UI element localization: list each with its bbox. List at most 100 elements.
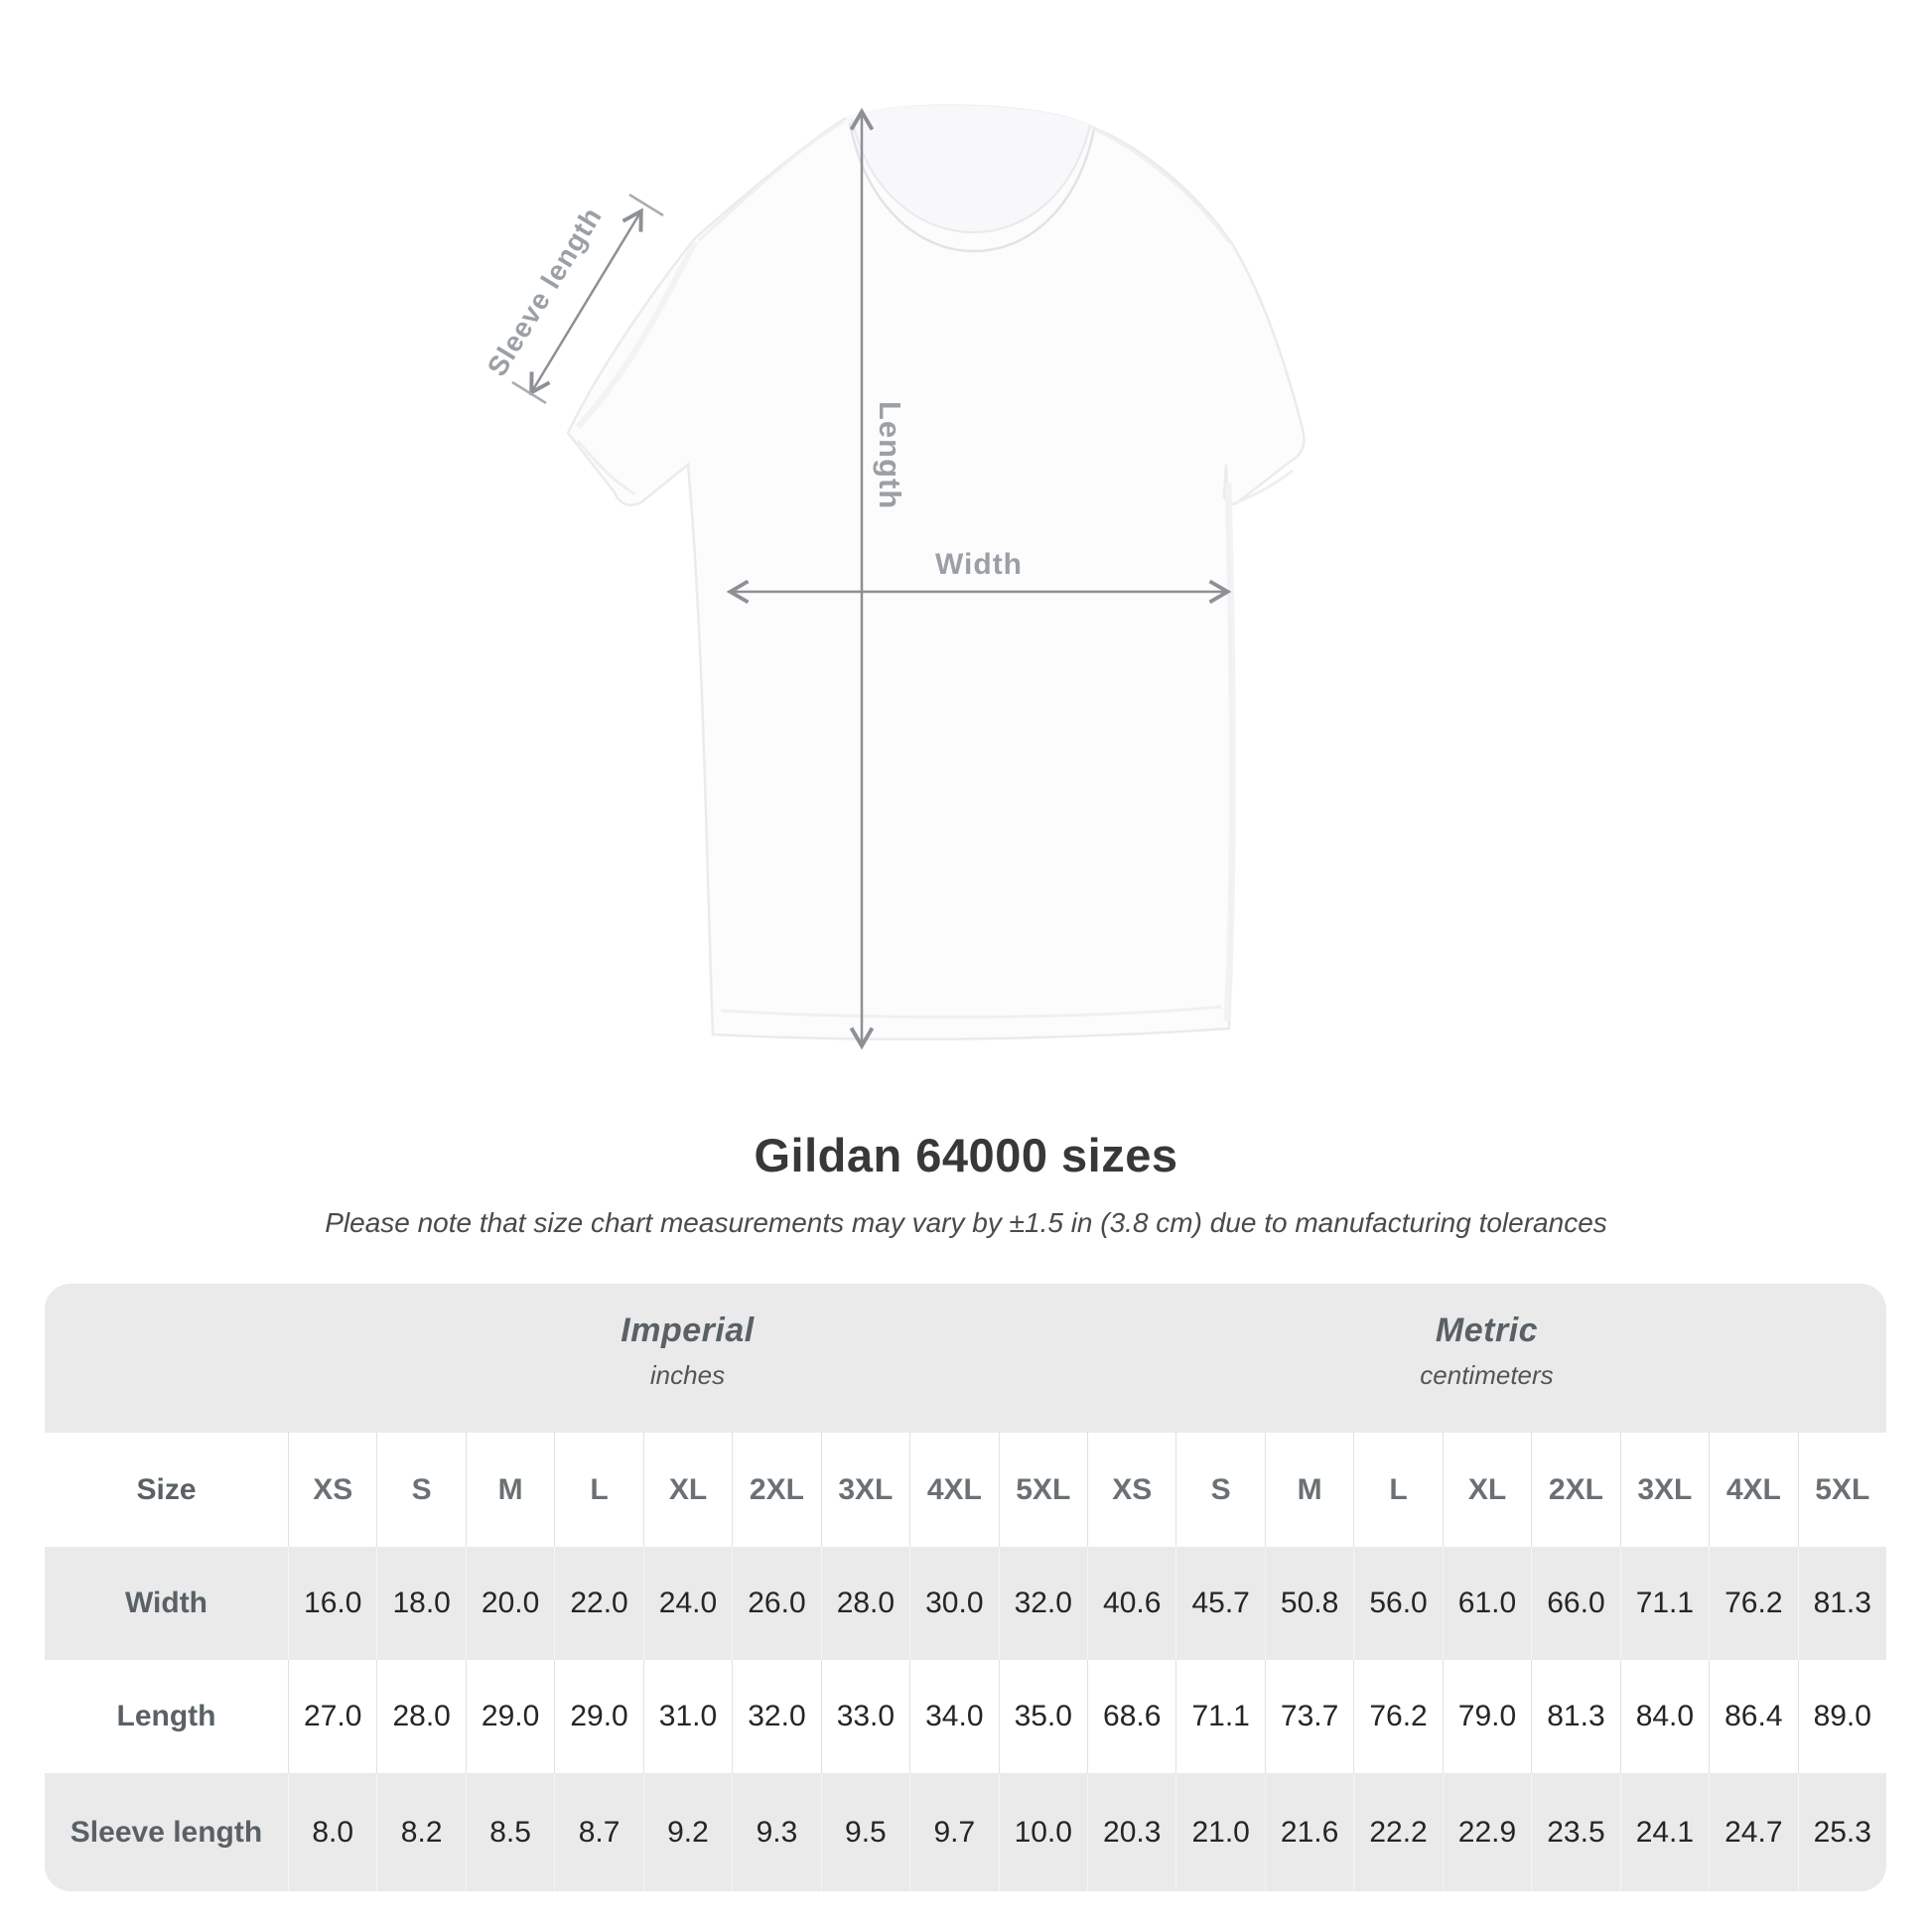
value-cell: 24.1 [1619, 1773, 1710, 1891]
value-cell: 21.0 [1175, 1773, 1265, 1891]
left-sleeve-stitch [576, 440, 636, 496]
size-header-cell: 5XL [998, 1433, 1087, 1547]
group-header-metric: Metric centimeters [1086, 1284, 1886, 1433]
sleeve-length-arrow [529, 207, 643, 396]
value-cell: 28.0 [376, 1660, 466, 1773]
page-title: Gildan 64000 sizes [754, 1129, 1178, 1181]
value-cell: 29.0 [554, 1660, 643, 1773]
value-cell: 10.0 [998, 1773, 1087, 1891]
length-label: Length [873, 401, 907, 509]
value-cell: 8.5 [465, 1773, 555, 1891]
value-cell: 76.2 [1709, 1547, 1798, 1660]
value-cell: 76.2 [1353, 1660, 1443, 1773]
size-header-cell: M [465, 1433, 555, 1547]
value-cell: 26.0 [732, 1547, 821, 1660]
group-unit: inches [649, 1360, 726, 1390]
value-cell: 8.7 [554, 1773, 643, 1891]
value-cell: 16.0 [288, 1547, 377, 1660]
right-shoulder-seam [1093, 127, 1231, 243]
size-header-cell: 3XL [1619, 1433, 1710, 1547]
width-dimension: Width [726, 548, 1232, 605]
value-cell: 33.0 [820, 1660, 910, 1773]
value-cell: 71.1 [1175, 1660, 1265, 1773]
value-cell: 35.0 [998, 1660, 1087, 1773]
value-cell: 89.0 [1797, 1660, 1886, 1773]
size-header-cell: XL [1442, 1433, 1532, 1547]
size-column-header: Size [45, 1433, 288, 1547]
value-cell: 56.0 [1353, 1547, 1443, 1660]
value-cell: 68.6 [1086, 1660, 1176, 1773]
value-cell: 22.0 [554, 1547, 643, 1660]
value-cell: 61.0 [1442, 1547, 1532, 1660]
value-cell: 81.3 [1797, 1547, 1886, 1660]
row-label: Sleeve length [45, 1773, 288, 1891]
value-cell: 32.0 [732, 1660, 821, 1773]
value-cell: 30.0 [909, 1547, 999, 1660]
value-cell: 24.7 [1709, 1773, 1798, 1891]
row-label: Width [45, 1547, 288, 1660]
value-cell: 50.8 [1264, 1547, 1354, 1660]
group-header-imperial: Imperial inches [288, 1284, 1087, 1433]
value-cell: 22.2 [1353, 1773, 1443, 1891]
value-cell: 71.1 [1619, 1547, 1710, 1660]
tshirt-diagram: Length Width Sleeve length [482, 104, 1306, 1050]
value-cell: 34.0 [909, 1660, 999, 1773]
tshirt-illustration [566, 104, 1306, 1041]
value-cell: 20.0 [465, 1547, 555, 1660]
value-cell: 24.0 [642, 1547, 733, 1660]
value-cell: 40.6 [1086, 1547, 1176, 1660]
value-cell: 45.7 [1175, 1547, 1265, 1660]
size-header-cell: L [554, 1433, 643, 1547]
right-sleeve-stitch [1236, 469, 1294, 504]
sleeve-arrow-cap-top [628, 193, 664, 217]
value-cell: 81.3 [1531, 1660, 1620, 1773]
left-shoulder-seam [697, 119, 845, 242]
size-header-cell: 2XL [1531, 1433, 1620, 1547]
group-title: Imperial [621, 1311, 755, 1349]
value-cell: 84.0 [1619, 1660, 1710, 1773]
size-header-cell: 5XL [1797, 1433, 1886, 1547]
value-cell: 32.0 [998, 1547, 1087, 1660]
size-header-cell: S [1175, 1433, 1265, 1547]
size-table: Imperial inches Metric centimeters Size XS S M L… [45, 1284, 1886, 1891]
width-label: Width [935, 548, 1023, 581]
value-cell: 8.2 [376, 1773, 466, 1891]
value-cell: 23.5 [1531, 1773, 1620, 1891]
length-dimension: Length [849, 107, 907, 1050]
row-label: Length [45, 1660, 288, 1773]
size-header-cell: 4XL [909, 1433, 999, 1547]
value-cell: 29.0 [465, 1660, 555, 1773]
size-header-cell: XS [1086, 1433, 1176, 1547]
group-unit: centimeters [1420, 1360, 1554, 1390]
value-cell: 8.0 [288, 1773, 377, 1891]
right-side-shadow [1223, 482, 1236, 1022]
size-header-cell: XL [642, 1433, 733, 1547]
size-header-cell: 2XL [732, 1433, 821, 1547]
value-cell: 18.0 [376, 1547, 466, 1660]
sleeve-length-label: Sleeve length [482, 202, 609, 381]
value-cell: 9.2 [642, 1773, 733, 1891]
size-header-cell: 3XL [820, 1433, 910, 1547]
value-cell: 21.6 [1264, 1773, 1354, 1891]
value-cell: 79.0 [1442, 1660, 1532, 1773]
value-cell: 31.0 [642, 1660, 733, 1773]
size-header-cell: 4XL [1709, 1433, 1798, 1547]
size-header-cell: S [376, 1433, 466, 1547]
value-cell: 25.3 [1797, 1773, 1886, 1891]
collar-opening [846, 105, 1092, 232]
hem-stitch [720, 1005, 1222, 1019]
value-cell: 27.0 [288, 1660, 377, 1773]
group-title: Metric [1435, 1311, 1539, 1349]
value-cell: 28.0 [820, 1547, 910, 1660]
value-cell: 9.5 [820, 1773, 910, 1891]
value-cell: 73.7 [1264, 1660, 1354, 1773]
size-header-cell: M [1264, 1433, 1354, 1547]
value-cell: 9.3 [732, 1773, 821, 1891]
value-cell: 9.7 [909, 1773, 999, 1891]
value-cell: 22.9 [1442, 1773, 1532, 1891]
page-subtitle: Please note that size chart measurements… [325, 1207, 1607, 1238]
size-header-cell: L [1353, 1433, 1443, 1547]
size-header-cell: XS [288, 1433, 377, 1547]
table-corner [45, 1284, 288, 1433]
